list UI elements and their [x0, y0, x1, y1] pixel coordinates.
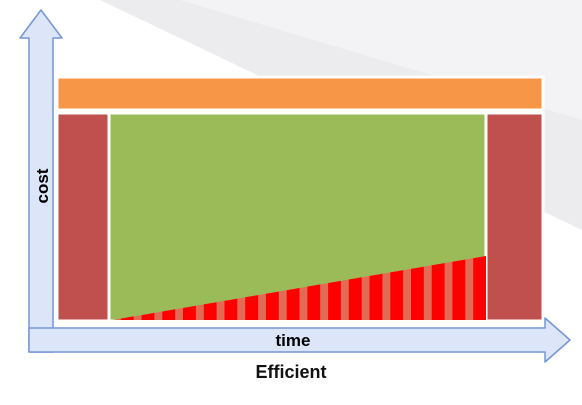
top-band [55, 75, 545, 112]
rising-stripe [369, 273, 383, 320]
rising-stripe [348, 277, 362, 320]
rising-stripe [307, 284, 321, 320]
rising-stripe [328, 280, 341, 320]
y-axis-label: cost [33, 168, 52, 203]
rising-stripe [390, 270, 404, 320]
rising-stripe [431, 263, 445, 320]
rising-stripe [141, 312, 155, 320]
rising-stripe [411, 266, 424, 320]
left-side-block [55, 111, 111, 323]
rising-stripe [224, 298, 238, 320]
rising-stripe [203, 302, 217, 320]
x-axis-arrow [28, 317, 571, 363]
rising-stripe [162, 309, 176, 320]
rising-cost-wedge [113, 256, 486, 320]
rising-stripe [286, 288, 300, 320]
right-side-block [484, 111, 545, 323]
rising-stripe [265, 291, 279, 320]
rising-stripe [452, 259, 466, 320]
rising-stripe [245, 295, 259, 320]
diagram-caption: Efficient [255, 362, 327, 382]
rising-stripe [473, 256, 486, 320]
rising-stripe [120, 316, 134, 320]
x-axis-label: time [276, 331, 311, 350]
rising-stripe [183, 305, 196, 320]
y-axis-arrow [19, 9, 63, 353]
